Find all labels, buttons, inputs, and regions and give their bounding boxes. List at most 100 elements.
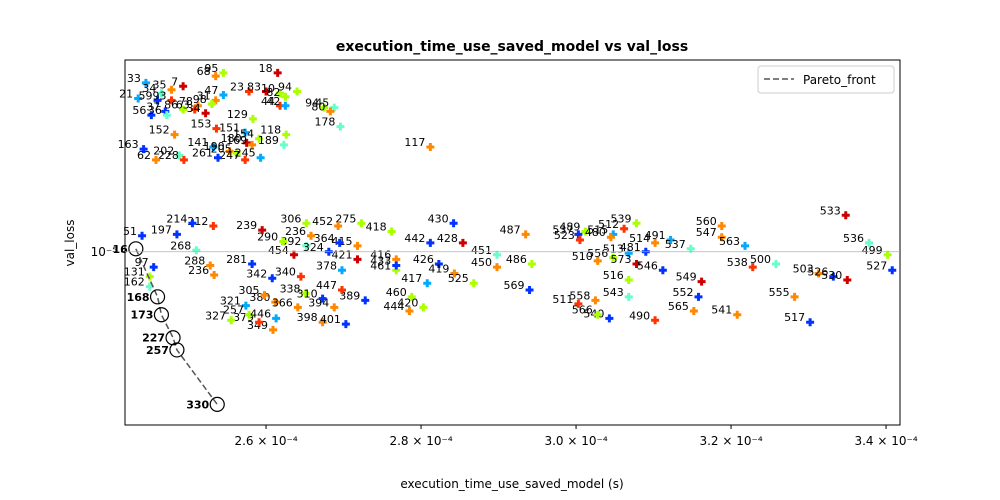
point-label: 342 — [246, 267, 267, 280]
point-label: 547 — [696, 226, 717, 239]
point-marker — [790, 292, 799, 301]
point-marker — [134, 94, 143, 103]
point-label: 18 — [259, 62, 273, 75]
data-point: 340 — [275, 266, 305, 281]
data-point: 151 — [219, 122, 250, 137]
point-label: 514 — [629, 232, 650, 245]
point-label: 491 — [645, 229, 666, 242]
point-label: 288 — [184, 255, 205, 268]
data-point: 558 — [569, 289, 600, 305]
data-point: 10 — [261, 82, 284, 98]
point-marker — [172, 230, 181, 239]
data-point: 538 — [727, 256, 757, 272]
point-marker — [426, 143, 435, 152]
point-label: 461 — [370, 259, 391, 272]
data-point: 569 — [504, 279, 534, 294]
data-point: 430 — [428, 212, 458, 228]
data-point: 460 — [386, 286, 416, 301]
point-label: 10 — [261, 82, 275, 95]
point-label: 98 — [193, 93, 207, 106]
point-label: 56 — [132, 104, 146, 117]
point-marker — [245, 87, 253, 96]
point-label: 78 — [179, 95, 193, 108]
data-point: 152 — [149, 124, 179, 139]
point-marker — [387, 227, 396, 236]
point-marker — [245, 310, 253, 319]
point-marker — [593, 256, 602, 265]
point-label: 555 — [769, 286, 790, 299]
data-point: 417 — [401, 272, 432, 288]
point-label: 527 — [866, 259, 887, 272]
point-marker — [138, 231, 147, 240]
data-point: 426 — [413, 253, 443, 268]
point-marker — [575, 236, 584, 245]
point-label: 47 — [204, 84, 218, 97]
point-marker — [272, 314, 281, 323]
data-point: 93 — [153, 89, 176, 105]
data-point: 480 — [585, 226, 615, 242]
point-marker — [179, 82, 188, 91]
data-point: 526 — [807, 266, 838, 281]
point-label: 154 — [233, 128, 254, 141]
data-point: 512 — [598, 218, 629, 233]
point-label: 419 — [428, 262, 449, 275]
plot-frame — [124, 59, 901, 426]
data-point: 549 — [676, 271, 706, 286]
data-point: 63 — [176, 98, 199, 114]
point-label: 80 — [311, 100, 325, 113]
pareto-point-label: 257 — [146, 344, 169, 357]
point-label: 515 — [587, 223, 608, 236]
point-label: 94 — [278, 80, 292, 93]
point-label: 268 — [170, 239, 191, 252]
point-marker — [338, 285, 346, 294]
data-point: 556 — [587, 247, 618, 262]
point-marker — [335, 238, 344, 247]
point-marker — [209, 143, 218, 152]
x-tick-label: 3.2 × 10⁻⁴ — [699, 434, 762, 448]
data-point: 499 — [862, 244, 892, 259]
data-point: 500 — [750, 253, 780, 268]
data-point: 153 — [190, 118, 221, 133]
point-marker — [521, 230, 530, 239]
point-label: 236 — [285, 225, 306, 238]
data-point: 419 — [428, 262, 459, 278]
point-label: 36 — [148, 104, 162, 117]
point-marker — [162, 111, 171, 120]
point-marker — [606, 233, 615, 242]
data-point: 129 — [227, 108, 257, 123]
pareto-front-line — [135, 248, 218, 405]
point-marker — [527, 259, 536, 268]
point-marker — [336, 122, 345, 131]
point-marker — [293, 87, 302, 96]
point-marker — [271, 298, 280, 307]
data-point: 247 — [219, 149, 250, 164]
point-marker — [330, 303, 339, 312]
point-label: 433 — [370, 255, 391, 268]
point-marker — [147, 111, 156, 120]
point-marker — [282, 130, 291, 139]
point-label: 35 — [153, 79, 167, 92]
point-marker — [318, 294, 327, 303]
data-point: 281 — [226, 253, 257, 268]
point-marker — [574, 299, 583, 308]
data-point: 523 — [554, 229, 584, 245]
point-marker — [153, 96, 162, 105]
data-point: 131 — [124, 266, 154, 281]
data-point: 56 — [132, 104, 156, 120]
data-point: 563 — [719, 235, 749, 250]
point-marker — [279, 140, 288, 149]
data-point: 420 — [397, 296, 428, 312]
point-label: 418 — [366, 221, 387, 234]
point-label: 537 — [665, 238, 686, 251]
point-marker — [581, 227, 590, 236]
data-point: 306 — [280, 212, 311, 228]
data-point: 511 — [552, 293, 583, 308]
point-marker — [469, 279, 478, 288]
point-marker — [301, 289, 310, 298]
point-marker — [434, 259, 443, 268]
point-label: 451 — [471, 244, 492, 257]
data-point: 392 — [280, 235, 311, 250]
data-point: 257 — [223, 304, 253, 319]
point-label: 275 — [335, 212, 356, 225]
